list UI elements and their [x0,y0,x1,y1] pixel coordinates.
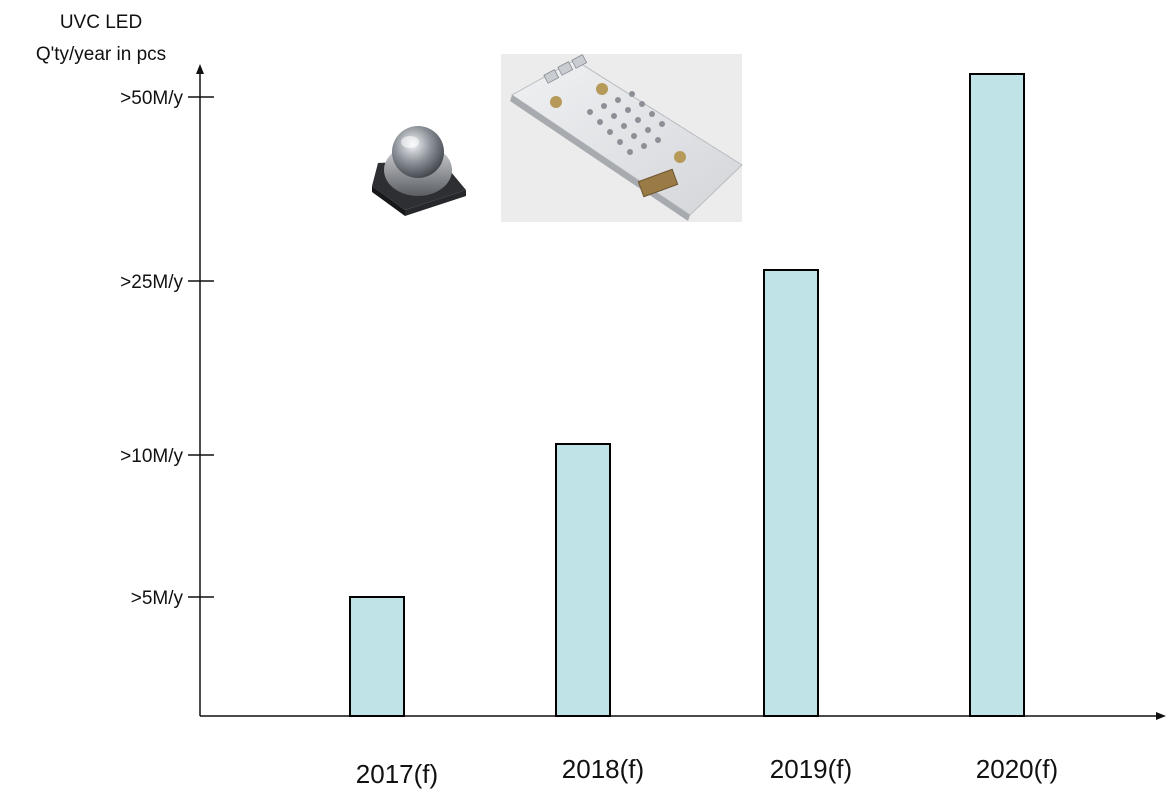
y-tick-label: >25M/y [120,272,183,293]
y-tick-label: >5M/y [131,588,184,609]
y-axis-title-line1: UVC LED [60,12,142,33]
uvc-led-module-image [501,54,743,222]
bar-2019(f) [763,269,819,717]
x-tick-label: 2018(f) [562,754,644,784]
y-ticks: >5M/y >10M/y >25M/y >50M/y [120,88,214,609]
y-axis [196,64,204,716]
y-tick-label: >10M/y [120,446,183,467]
x-tick-label: 2017(f) [356,759,438,789]
bars [349,73,1025,717]
bar-2018(f) [555,443,611,717]
y-tick-label: >50M/y [120,88,183,109]
bar-2017(f) [349,596,405,717]
x-tick-labels: 2017(f) 2018(f) 2019(f) 2020(f) [356,754,1058,789]
x-tick-label: 2019(f) [770,754,852,784]
x-tick-label: 2020(f) [976,754,1058,784]
uvc-led-package-image [372,126,466,216]
y-axis-title-line2: Q'ty/year in pcs [36,44,166,65]
bar-2020(f) [969,73,1025,717]
